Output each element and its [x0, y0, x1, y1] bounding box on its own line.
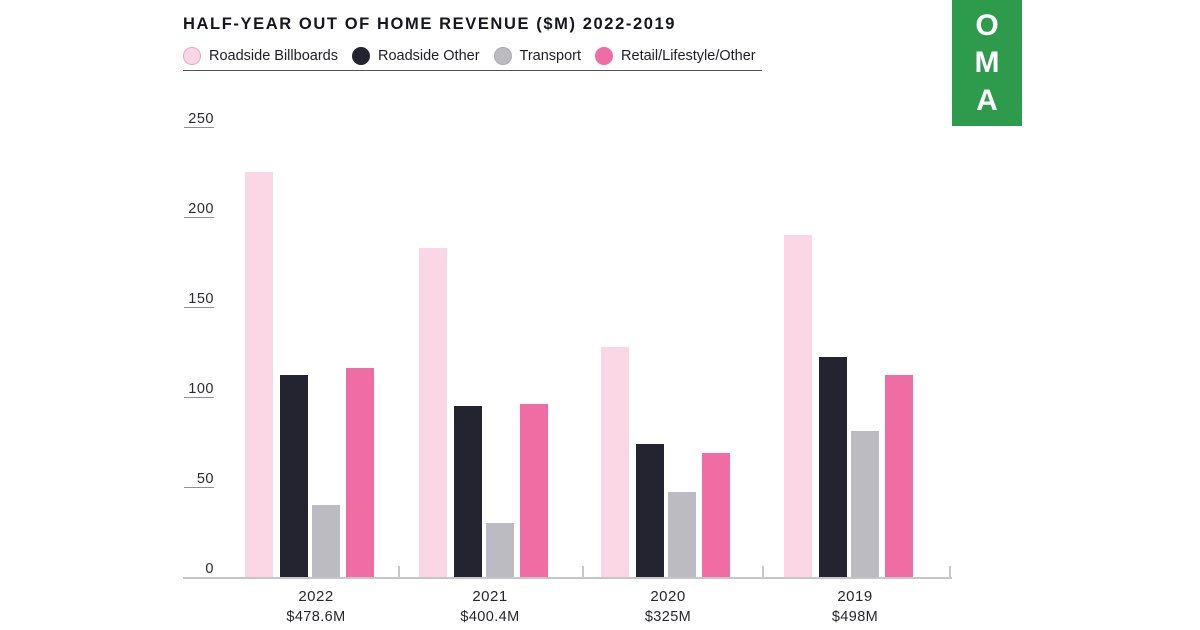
bar-transport-2022 — [312, 505, 340, 577]
y-axis-tick-line — [184, 217, 214, 218]
x-axis-year-label: 2022 — [298, 588, 334, 605]
y-axis-tick-label: 200 — [188, 201, 214, 217]
bar-retail-lifestyle-other-2022 — [346, 368, 374, 577]
bar-retail-lifestyle-other-2021 — [520, 404, 548, 577]
legend-label: Roadside Billboards — [209, 48, 338, 64]
bar-roadside-other-2020 — [636, 444, 664, 577]
page-title: HALF-YEAR OUT OF HOME REVENUE ($M) 2022-… — [183, 15, 677, 33]
y-axis-tick-line — [184, 127, 214, 128]
x-axis-baseline — [183, 577, 952, 579]
legend-label: Retail/Lifestyle/Other — [621, 48, 756, 64]
y-axis-tick-label: 250 — [188, 111, 214, 127]
legend-swatch-icon — [595, 47, 614, 65]
x-axis-total-label: $325M — [644, 609, 692, 625]
x-axis-total-label: $498M — [831, 609, 879, 625]
bar-transport-2020 — [668, 492, 696, 577]
bar-roadside-billboards-2021 — [419, 248, 447, 577]
x-axis-year-label: 2019 — [837, 588, 873, 605]
legend-item-1: Roadside Billboards — [183, 47, 338, 65]
bar-roadside-other-2019 — [819, 357, 847, 577]
oma-logo-letter-m: M — [974, 46, 1000, 79]
y-axis-tick-label: 150 — [188, 291, 214, 307]
legend-divider — [183, 70, 762, 71]
x-axis-boundary-tick — [762, 566, 764, 578]
bar-roadside-billboards-2022 — [245, 172, 273, 577]
oma-logo-letter-o: O — [975, 8, 999, 42]
y-axis-tick-line — [184, 307, 214, 308]
y-axis-tick-line — [184, 397, 214, 398]
x-axis-boundary-tick — [398, 566, 400, 578]
x-axis-boundary-tick — [949, 566, 951, 578]
chart-legend: Roadside Billboards Roadside Other Transpo… — [183, 46, 756, 66]
bar-roadside-other-2022 — [280, 375, 308, 577]
bar-transport-2019 — [851, 431, 879, 577]
bar-retail-lifestyle-other-2020 — [702, 453, 730, 577]
y-axis-tick-label: 100 — [188, 381, 214, 397]
legend-item-3: Transport — [493, 47, 582, 65]
legend-label: Transport — [519, 48, 582, 64]
x-axis-total-label: $478.6M — [286, 609, 346, 625]
bar-roadside-billboards-2020 — [601, 347, 629, 577]
legend-label: Roadside Other — [377, 48, 480, 64]
y-axis-tick-label: 0 — [205, 561, 214, 577]
legend-item-4: Retail/Lifestyle/Other — [595, 47, 756, 65]
legend-swatch-icon — [493, 47, 512, 65]
y-axis-tick-label: 50 — [196, 471, 214, 487]
x-axis-year-label: 2020 — [650, 588, 686, 605]
legend-swatch-icon — [351, 47, 370, 65]
bar-retail-lifestyle-other-2019 — [885, 375, 913, 577]
y-axis-tick-line — [184, 487, 214, 488]
x-axis-total-label: $400.4M — [460, 609, 520, 625]
bar-roadside-other-2021 — [454, 406, 482, 577]
oma-logo-letter-a: A — [976, 83, 998, 117]
x-axis-boundary-tick — [582, 566, 584, 578]
bar-roadside-billboards-2019 — [784, 235, 812, 577]
x-axis-year-label: 2021 — [472, 588, 508, 605]
legend-swatch-icon — [183, 47, 201, 65]
legend-item-2: Roadside Other — [351, 47, 480, 65]
oma-logo: O M A — [952, 0, 1022, 126]
bar-transport-2021 — [486, 523, 514, 577]
